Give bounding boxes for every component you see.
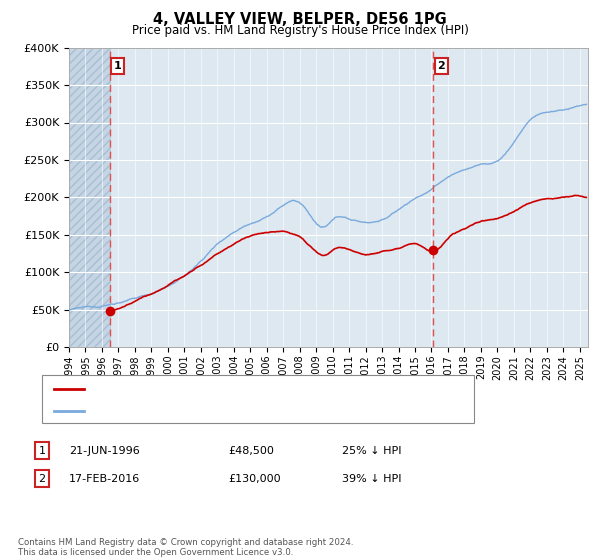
Text: 39% ↓ HPI: 39% ↓ HPI bbox=[342, 474, 401, 484]
Text: £130,000: £130,000 bbox=[228, 474, 281, 484]
Text: 17-FEB-2016: 17-FEB-2016 bbox=[69, 474, 140, 484]
Text: HPI: Average price, detached house, Amber Valley: HPI: Average price, detached house, Ambe… bbox=[93, 406, 355, 416]
Bar bbox=[69, 48, 110, 347]
Text: 4, VALLEY VIEW, BELPER, DE56 1PG (detached house): 4, VALLEY VIEW, BELPER, DE56 1PG (detach… bbox=[93, 384, 374, 394]
Text: Price paid vs. HM Land Registry's House Price Index (HPI): Price paid vs. HM Land Registry's House … bbox=[131, 24, 469, 37]
Text: 4, VALLEY VIEW, BELPER, DE56 1PG: 4, VALLEY VIEW, BELPER, DE56 1PG bbox=[153, 12, 447, 27]
Text: 1: 1 bbox=[38, 446, 46, 456]
Text: £48,500: £48,500 bbox=[228, 446, 274, 456]
Text: 2: 2 bbox=[38, 474, 46, 484]
Text: 2: 2 bbox=[437, 61, 445, 71]
Text: 1: 1 bbox=[114, 61, 122, 71]
Text: 25% ↓ HPI: 25% ↓ HPI bbox=[342, 446, 401, 456]
Text: Contains HM Land Registry data © Crown copyright and database right 2024.
This d: Contains HM Land Registry data © Crown c… bbox=[18, 538, 353, 557]
Text: 21-JUN-1996: 21-JUN-1996 bbox=[69, 446, 140, 456]
